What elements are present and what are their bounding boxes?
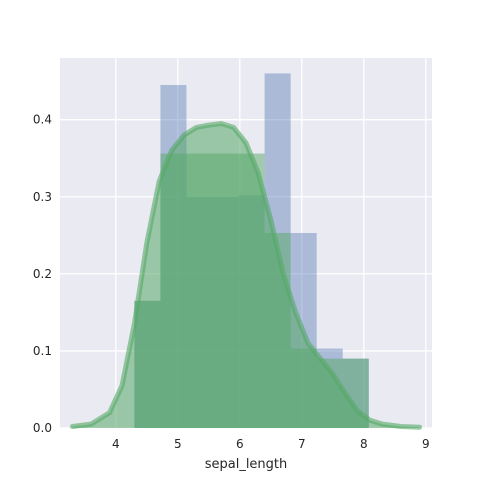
x-tick-labels: 4 5 6 7 8 9 (112, 437, 430, 451)
kde-layer (69, 121, 423, 430)
x-tick-label: 8 (360, 437, 368, 451)
kde-line (69, 121, 423, 430)
y-tick-label: 0.2 (33, 267, 52, 281)
x-tick-label: 7 (298, 437, 306, 451)
x-tick-label: 4 (112, 437, 120, 451)
y-tick-label: 0.4 (33, 113, 52, 127)
kde-area (72, 123, 420, 428)
x-axis-label: sepal_length (205, 457, 288, 472)
y-tick-label: 0.0 (33, 421, 52, 435)
x-tick-label: 6 (236, 437, 244, 451)
y-tick-labels: 0.0 0.1 0.2 0.3 0.4 (33, 113, 52, 435)
y-tick-label: 0.1 (33, 344, 52, 358)
x-tick-label: 9 (422, 437, 430, 451)
y-tick-label: 0.3 (33, 190, 52, 204)
x-tick-label: 5 (174, 437, 182, 451)
